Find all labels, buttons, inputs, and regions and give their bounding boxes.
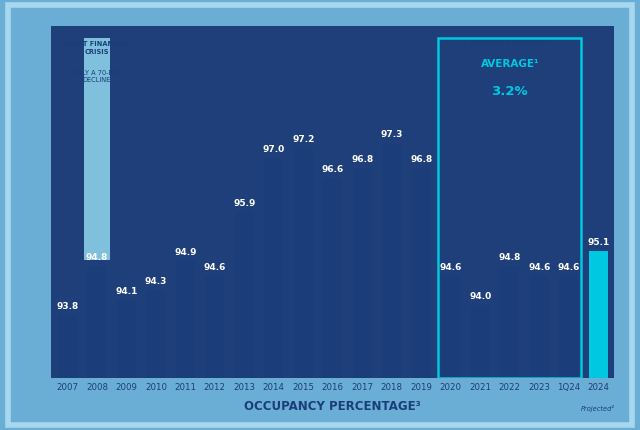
Bar bbox=[438, 38, 581, 378]
Text: 97.0: 97.0 bbox=[262, 145, 285, 154]
Text: 97.3: 97.3 bbox=[381, 130, 403, 139]
Bar bbox=[530, 276, 548, 378]
Bar bbox=[500, 266, 519, 378]
Text: 94.8: 94.8 bbox=[499, 253, 521, 262]
Bar bbox=[147, 290, 166, 378]
Text: 97.2: 97.2 bbox=[292, 135, 314, 144]
Text: GREAT FINANCIAL
CRISIS: GREAT FINANCIAL CRISIS bbox=[63, 41, 131, 55]
Text: 94.6: 94.6 bbox=[557, 263, 580, 272]
Bar bbox=[84, 38, 110, 260]
Bar bbox=[382, 143, 401, 378]
Text: 94.6: 94.6 bbox=[528, 263, 550, 272]
Bar bbox=[87, 266, 106, 378]
Text: 3.2%: 3.2% bbox=[492, 85, 528, 98]
Bar bbox=[117, 300, 136, 378]
Text: 94.1: 94.1 bbox=[115, 287, 138, 296]
Bar bbox=[559, 276, 579, 378]
Text: 96.8: 96.8 bbox=[351, 155, 373, 164]
Bar bbox=[205, 276, 225, 378]
Text: ONLY A 70-BPS
DECLINE: ONLY A 70-BPS DECLINE bbox=[72, 70, 122, 83]
Text: 95.1: 95.1 bbox=[587, 238, 609, 247]
Text: 96.6: 96.6 bbox=[322, 165, 344, 174]
Text: 94.3: 94.3 bbox=[145, 277, 167, 286]
Text: 95.9: 95.9 bbox=[233, 199, 255, 208]
Bar bbox=[353, 168, 372, 378]
Bar bbox=[589, 251, 608, 378]
Text: 94.0: 94.0 bbox=[469, 292, 492, 301]
Text: 94.8: 94.8 bbox=[86, 253, 108, 262]
Text: AVERAGE¹: AVERAGE¹ bbox=[481, 58, 539, 69]
Bar bbox=[264, 158, 284, 378]
Text: Projected²: Projected² bbox=[581, 405, 615, 412]
Text: 94.6: 94.6 bbox=[440, 263, 462, 272]
Text: 93.8: 93.8 bbox=[56, 302, 79, 311]
Bar bbox=[470, 305, 490, 378]
X-axis label: OCCUPANCY PERCENTAGE³: OCCUPANCY PERCENTAGE³ bbox=[244, 400, 421, 413]
Bar bbox=[412, 168, 431, 378]
Text: — ACQUIRED VACANCY —: — ACQUIRED VACANCY — bbox=[460, 40, 559, 46]
Bar bbox=[58, 315, 77, 378]
Text: 94.6: 94.6 bbox=[204, 263, 226, 272]
Bar bbox=[441, 276, 460, 378]
Bar bbox=[235, 212, 254, 378]
Text: 96.8: 96.8 bbox=[410, 155, 433, 164]
Text: 94.9: 94.9 bbox=[174, 248, 196, 257]
Bar bbox=[323, 178, 342, 378]
Bar bbox=[176, 261, 195, 378]
Bar bbox=[294, 148, 313, 378]
